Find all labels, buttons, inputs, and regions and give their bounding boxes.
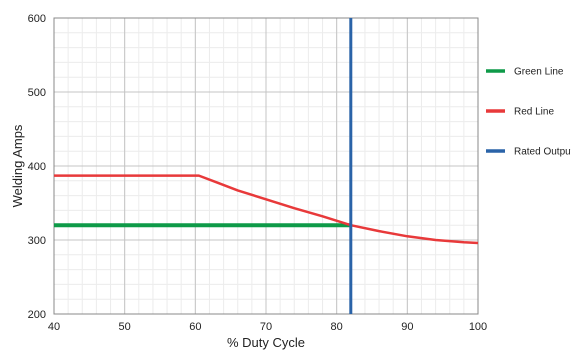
x-tick-label: 60 (189, 321, 201, 333)
legend-label-2: Rated Output (514, 147, 571, 158)
y-axis-label: Welding Amps (10, 124, 25, 207)
legend-label-1: Red Line (514, 107, 554, 118)
series-line-1 (54, 174, 479, 245)
x-tick-label: 40 (48, 321, 60, 333)
x-tick-labels: 40 50 60 70 80 90 100 (48, 321, 487, 333)
x-axis-label: % Duty Cycle (227, 335, 305, 350)
legend-label-0: Green Line (514, 67, 564, 78)
y-tick-label: 500 (28, 87, 46, 99)
x-tick-label: 90 (401, 321, 413, 333)
legend: Green Line Red Line Rated Output (486, 67, 571, 158)
y-tick-label: 300 (28, 235, 46, 247)
x-tick-label: 50 (119, 321, 131, 333)
plot-frame (53, 17, 479, 315)
series-layer (54, 18, 479, 314)
x-tick-label: 70 (260, 321, 272, 333)
y-tick-labels: 200 300 400 500 600 (28, 13, 46, 321)
y-tick-label: 600 (28, 13, 46, 25)
x-tick-label: 100 (469, 321, 487, 333)
x-tick-label: 80 (331, 321, 343, 333)
y-tick-label: 200 (28, 309, 46, 321)
y-tick-label: 400 (28, 161, 46, 173)
